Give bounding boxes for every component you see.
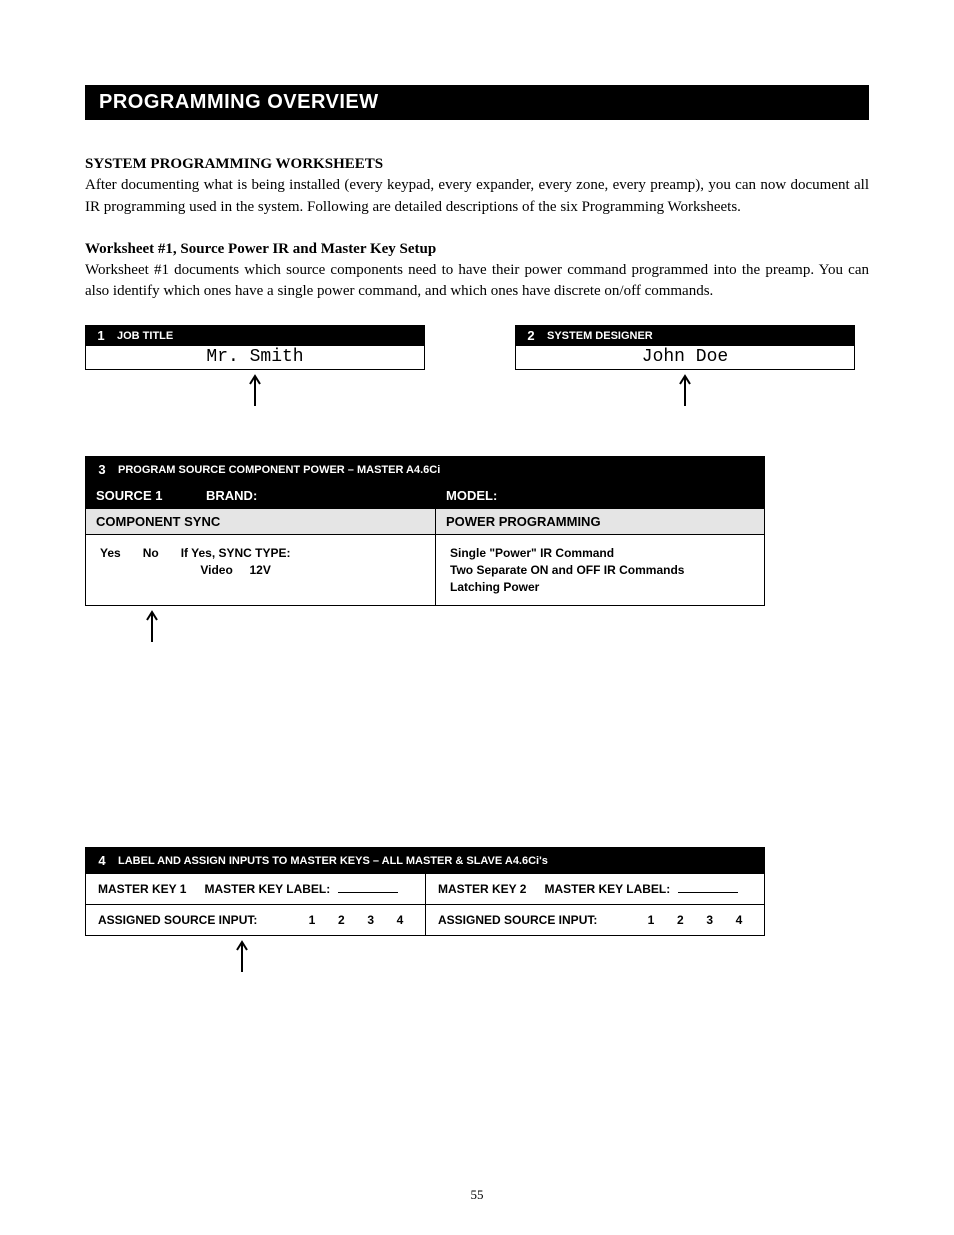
worksheet3-header-row: COMPONENT SYNC POWER PROGRAMMING xyxy=(85,509,765,535)
master-key-2-cell: MASTER KEY 2 MASTER KEY LABEL: xyxy=(426,874,764,904)
num-3: 3 xyxy=(697,913,723,927)
system-designer-header: 2 SYSTEM DESIGNER xyxy=(515,325,855,346)
num-4: 4 xyxy=(387,913,413,927)
page-number: 55 xyxy=(0,1187,954,1203)
job-title-box: 1 JOB TITLE Mr. Smith xyxy=(85,325,425,406)
power-programming-header: POWER PROGRAMMING xyxy=(436,509,764,534)
worksheets-heading: SYSTEM PROGRAMMING WORKSHEETS xyxy=(85,156,869,173)
assigned-source-1-nums: 1 2 3 4 xyxy=(299,913,413,927)
master-key-2-label: MASTER KEY 2 xyxy=(438,882,526,896)
source-label: SOURCE 1 xyxy=(86,483,196,508)
field-boxes-row: 1 JOB TITLE Mr. Smith 2 SYSTEM DESIGNER … xyxy=(85,325,869,406)
power-option-latching: Latching Power xyxy=(450,579,750,596)
worksheet4-label-row: MASTER KEY 1 MASTER KEY LABEL: MASTER KE… xyxy=(85,874,765,905)
system-designer-value: John Doe xyxy=(515,346,855,370)
worksheet4-assign-row: ASSIGNED SOURCE INPUT: 1 2 3 4 ASSIGNED … xyxy=(85,905,765,936)
arrow-up-icon xyxy=(85,372,425,406)
num-4: 4 xyxy=(726,913,752,927)
assigned-source-1-cell: ASSIGNED SOURCE INPUT: 1 2 3 4 xyxy=(86,905,426,935)
power-programming-options: Single "Power" IR Command Two Separate O… xyxy=(436,535,764,605)
job-title-value: Mr. Smith xyxy=(85,346,425,370)
arrow-up-icon xyxy=(515,372,855,406)
assigned-source-1-label: ASSIGNED SOURCE INPUT: xyxy=(98,913,257,927)
num-1: 1 xyxy=(299,913,325,927)
worksheet1-heading: Worksheet #1, Source Power IR and Master… xyxy=(85,241,869,258)
worksheet4-number: 4 xyxy=(94,853,110,868)
component-sync-header: COMPONENT SYNC xyxy=(86,509,436,534)
system-designer-number: 2 xyxy=(523,328,539,343)
num-2: 2 xyxy=(328,913,354,927)
option-yes: Yes xyxy=(100,545,121,595)
worksheet4-title: LABEL AND ASSIGN INPUTS TO MASTER KEYS –… xyxy=(118,855,548,867)
worksheet3-banner: 3 PROGRAM SOURCE COMPONENT POWER – MASTE… xyxy=(85,456,765,483)
power-option-separate: Two Separate ON and OFF IR Commands xyxy=(450,562,750,579)
worksheets-paragraph: After documenting what is being installe… xyxy=(85,175,869,219)
num-1: 1 xyxy=(638,913,664,927)
job-title-header: 1 JOB TITLE xyxy=(85,325,425,346)
section-banner: PROGRAMMING OVERVIEW xyxy=(85,85,869,120)
assigned-source-2-nums: 1 2 3 4 xyxy=(638,913,752,927)
master-key-label-2: MASTER KEY LABEL: xyxy=(544,882,670,896)
arrow-up-icon xyxy=(145,608,869,647)
power-option-single: Single "Power" IR Command xyxy=(450,545,750,562)
worksheet3-block: 3 PROGRAM SOURCE COMPONENT POWER – MASTE… xyxy=(85,456,765,606)
component-sync-options: Yes No If Yes, SYNC TYPE: Video 12V xyxy=(86,535,436,605)
sync-type-video: Video xyxy=(200,563,232,577)
blank-line xyxy=(678,883,738,893)
system-designer-label: SYSTEM DESIGNER xyxy=(547,330,653,342)
job-title-label: JOB TITLE xyxy=(117,330,173,342)
sync-type-12v: 12V xyxy=(250,563,271,577)
option-no: No xyxy=(143,545,159,595)
num-2: 2 xyxy=(667,913,693,927)
sync-type-block: If Yes, SYNC TYPE: Video 12V xyxy=(181,545,291,595)
job-title-number: 1 xyxy=(93,328,109,343)
assigned-source-2-label: ASSIGNED SOURCE INPUT: xyxy=(438,913,597,927)
system-designer-box: 2 SYSTEM DESIGNER John Doe xyxy=(515,325,855,406)
worksheet4-banner: 4 LABEL AND ASSIGN INPUTS TO MASTER KEYS… xyxy=(85,847,765,874)
worksheet3-source-row: SOURCE 1 BRAND: MODEL: xyxy=(85,483,765,509)
assigned-source-2-cell: ASSIGNED SOURCE INPUT: 1 2 3 4 xyxy=(426,905,764,935)
model-label: MODEL: xyxy=(436,483,764,508)
master-key-1-cell: MASTER KEY 1 MASTER KEY LABEL: xyxy=(86,874,426,904)
blank-line xyxy=(338,883,398,893)
worksheet1-paragraph: Worksheet #1 documents which source comp… xyxy=(85,260,869,304)
arrow-up-icon xyxy=(235,938,869,977)
worksheet3-title: PROGRAM SOURCE COMPONENT POWER – MASTER … xyxy=(118,464,440,476)
sync-type-label: If Yes, SYNC TYPE: xyxy=(181,546,291,560)
worksheet4-block: 4 LABEL AND ASSIGN INPUTS TO MASTER KEYS… xyxy=(85,847,765,936)
num-3: 3 xyxy=(358,913,384,927)
master-key-1-label: MASTER KEY 1 xyxy=(98,882,186,896)
master-key-label-1: MASTER KEY LABEL: xyxy=(204,882,330,896)
brand-label: BRAND: xyxy=(196,483,436,508)
worksheet3-number: 3 xyxy=(94,462,110,477)
worksheet3-options-row: Yes No If Yes, SYNC TYPE: Video 12V Sing… xyxy=(85,535,765,606)
